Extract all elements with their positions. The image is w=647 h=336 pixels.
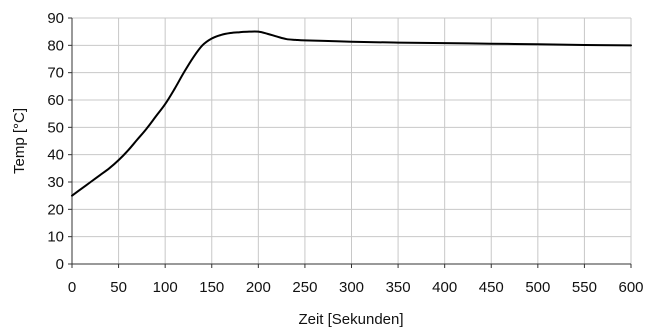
x-tick-label: 450	[479, 279, 504, 296]
x-tick-label: 250	[292, 279, 317, 296]
y-axis-title: Temp [°C]	[11, 108, 28, 174]
x-axis-title: Zeit [Sekunden]	[298, 311, 403, 328]
x-tick-label: 500	[525, 279, 550, 296]
axis-layer	[68, 17, 632, 268]
grid-layer	[71, 17, 632, 265]
y-tick-label: 50	[47, 119, 64, 136]
y-tick-label: 60	[47, 92, 64, 109]
y-tick-label: 90	[47, 10, 64, 27]
series-layer	[71, 30, 632, 197]
x-tick-label: 50	[110, 279, 127, 296]
x-tick-label: 350	[386, 279, 411, 296]
y-tick-label: 40	[47, 147, 64, 164]
y-tick-label: 10	[47, 229, 64, 246]
x-tick-label: 0	[68, 279, 76, 296]
x-tick-label: 100	[153, 279, 178, 296]
series-line-0	[71, 30, 632, 197]
y-tick-label: 30	[47, 174, 64, 191]
x-tick-label: 150	[199, 279, 224, 296]
x-tick-label: 550	[572, 279, 597, 296]
y-tick-label: 0	[56, 256, 64, 273]
y-tick-label: 80	[47, 37, 64, 54]
y-tick-label: 70	[47, 65, 64, 82]
x-tick-label: 600	[618, 279, 643, 296]
y-tick-label: 20	[47, 201, 64, 218]
x-tick-label: 400	[432, 279, 457, 296]
tick-layer: 0 50 100 150 200 250 300 350 400 450 500 550 600 0 10 2…	[47, 10, 643, 296]
x-tick-label: 200	[246, 279, 271, 296]
x-tick-label: 300	[339, 279, 364, 296]
